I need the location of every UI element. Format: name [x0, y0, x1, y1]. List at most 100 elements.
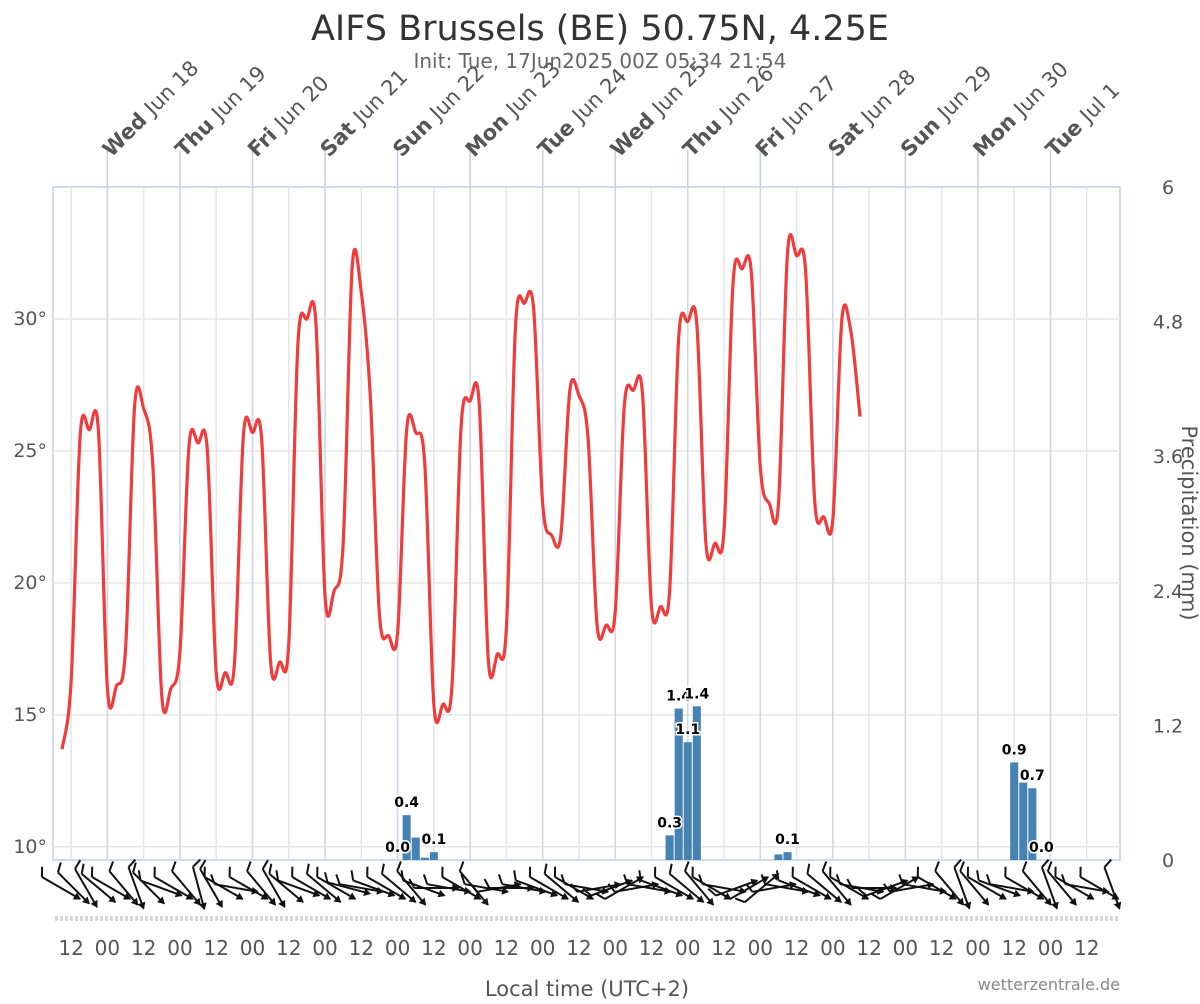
wind-barb-head — [452, 884, 460, 892]
wind-barb-flag — [1061, 874, 1067, 885]
wind-barb-flag — [898, 874, 904, 885]
wind-barb-flag — [335, 874, 341, 885]
day-date: Jun 18 — [138, 56, 203, 121]
wind-barb-flag — [268, 863, 273, 875]
wind-strip-mark — [475, 916, 478, 921]
wind-barb-flag — [846, 878, 854, 889]
wind-barb-flag — [203, 866, 206, 878]
wind-barb-flag — [1041, 858, 1050, 868]
precip-bar — [420, 857, 429, 860]
wind-barb-shaft — [953, 866, 971, 910]
wind-strip-mark — [1000, 916, 1003, 921]
wind-barb-shaft — [889, 883, 934, 893]
wind-strip-mark — [635, 916, 638, 921]
wind-barb-shaft — [744, 873, 780, 903]
wind-strip-mark — [90, 916, 93, 921]
wind-barb — [305, 863, 342, 903]
wind-strip-mark — [1110, 916, 1113, 921]
wind-strip-mark — [665, 916, 668, 921]
wind-strip-mark — [280, 916, 283, 921]
wind-strip-mark — [740, 916, 743, 921]
wind-barb-flag — [976, 870, 980, 881]
wind-barb-shaft — [669, 873, 705, 903]
wind-barb-head — [981, 897, 990, 906]
day-date: Jun 19 — [206, 61, 271, 126]
wind-strip-mark — [305, 916, 308, 921]
wind-barb-flag — [291, 866, 294, 878]
wind-barb-shaft — [902, 883, 947, 893]
wind-barb-flag — [90, 866, 94, 878]
wind-barb-flag — [324, 872, 329, 883]
wind-barb — [870, 876, 920, 900]
wind-barb-head — [72, 892, 81, 900]
wind-barb-head — [215, 899, 223, 908]
wind-barb-flag — [734, 897, 746, 904]
wind-barb-flag — [1079, 866, 1082, 878]
wind-barb — [543, 863, 580, 903]
wind-barb — [275, 870, 321, 898]
wind-barb — [90, 866, 131, 900]
precip-label: 1.4 — [684, 686, 709, 702]
wind-barb-shaft — [1004, 876, 1044, 900]
wind-barb-shaft — [41, 876, 81, 900]
wind-strip-mark — [885, 916, 888, 921]
wind-barb-head — [550, 889, 559, 898]
wind-strip-mark — [760, 916, 763, 921]
wind-barb-flag — [806, 863, 811, 875]
wind-barb — [806, 863, 842, 903]
right-axis-ticks: 0 1.2 2.4 3.6 4.8 6 — [1153, 177, 1183, 872]
precip-label: 0.0 — [1029, 840, 1054, 856]
right-tick-label: 6 — [1162, 177, 1174, 199]
wind-strip-mark — [625, 916, 628, 921]
wind-barb-shaft — [934, 870, 965, 906]
wind-strip-mark — [490, 916, 493, 921]
wind-barb-shaft — [684, 870, 715, 906]
precip-bar — [1010, 762, 1019, 860]
wind-barb-shaft — [917, 876, 957, 900]
wind-strip-mark — [425, 916, 428, 921]
wind-strip-mark — [890, 916, 893, 921]
wind-strip-mark — [440, 916, 443, 921]
wind-barb-shaft — [604, 876, 644, 900]
wind-barb-head — [560, 892, 569, 900]
wind-strip-mark — [860, 916, 863, 921]
hour-tick-label: 12 — [929, 936, 954, 960]
wind-strip-mark — [550, 916, 553, 921]
wind-barb-head — [833, 895, 842, 903]
wind-strip-mark — [770, 916, 773, 921]
wind-barb-flag — [74, 859, 82, 870]
wind-strip-mark — [920, 916, 923, 921]
precip-label: 0.1 — [775, 832, 800, 848]
wind-strip-mark — [995, 916, 998, 921]
wind-barb-head — [363, 888, 371, 897]
wind-strip-mark — [695, 916, 698, 921]
wind-barb-head — [90, 899, 98, 908]
wind-barb-shaft — [978, 879, 1021, 897]
wind-strip-mark — [455, 916, 458, 921]
wind-barb-shaft — [829, 876, 869, 900]
wind-strip-mark — [725, 916, 728, 921]
wind-barb-shaft — [1079, 876, 1120, 900]
wind-strip-mark — [255, 916, 258, 921]
wind-strip-mark — [545, 916, 548, 921]
wind-strip-mark — [85, 916, 88, 921]
wind-barb — [153, 866, 194, 900]
wind-barb — [246, 861, 277, 906]
wind-barb-flag — [821, 861, 828, 872]
wind-strip-mark — [200, 916, 203, 921]
wind-strip-mark — [390, 916, 393, 921]
wind-barb-shaft — [764, 883, 809, 893]
wind-strip-mark — [1100, 916, 1103, 921]
wind-barb-head — [185, 892, 194, 900]
wind-barb-head — [278, 899, 286, 908]
wind-strip-mark — [195, 916, 198, 921]
wind-barb-flag — [350, 870, 355, 881]
wind-barb-shaft — [654, 876, 694, 900]
wind-barb-flag — [835, 874, 842, 885]
wind-strip-mark — [345, 916, 348, 921]
hour-tick-label: 00 — [1038, 936, 1063, 960]
wind-barb-head — [685, 892, 695, 900]
day-date: Jun 24 — [566, 63, 631, 128]
wind-strip-mark — [570, 916, 573, 921]
wind-barb-flag — [543, 863, 548, 875]
